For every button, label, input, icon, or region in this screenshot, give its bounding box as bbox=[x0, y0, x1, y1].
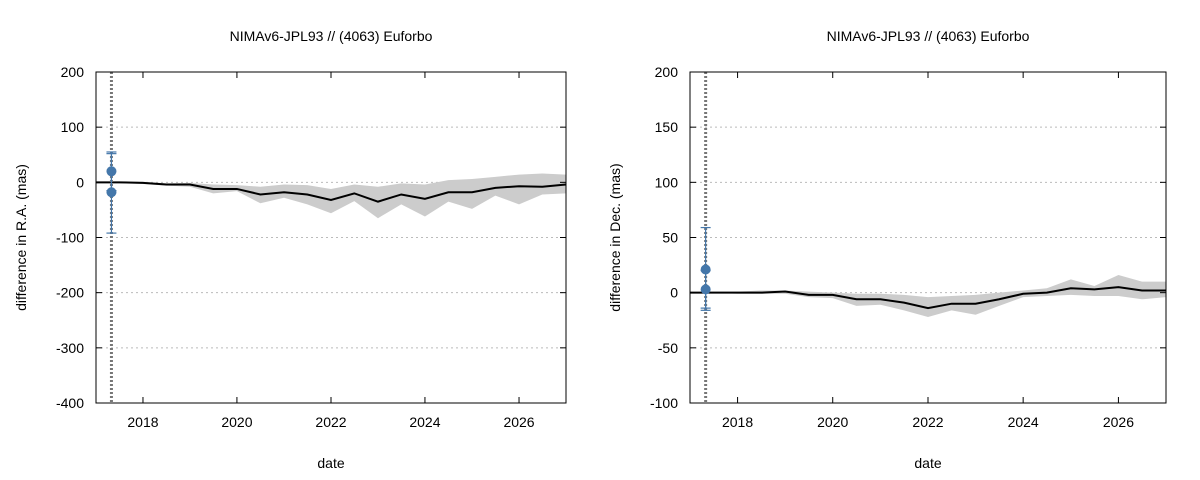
uncertainty-band bbox=[690, 275, 1166, 317]
y-tick-label: -200 bbox=[56, 285, 84, 301]
x-tick-label: 2020 bbox=[817, 414, 848, 430]
y-tick-label: -400 bbox=[56, 395, 84, 411]
chart-title: NIMAv6-JPL93 // (4063) Euforbo bbox=[827, 28, 1030, 44]
observation-point bbox=[700, 264, 711, 275]
y-tick-label: 200 bbox=[655, 64, 679, 80]
x-tick-label: 2024 bbox=[409, 414, 440, 430]
mean-curve bbox=[690, 286, 1166, 310]
x-tick-label: 2024 bbox=[1008, 414, 1039, 430]
y-tick-label: -50 bbox=[658, 340, 678, 356]
x-tick-label: 2018 bbox=[127, 414, 158, 430]
x-tick-label: 2026 bbox=[503, 414, 534, 430]
y-axis-label: difference in R.A. (mas) bbox=[13, 164, 29, 311]
x-tick-label: 2022 bbox=[315, 414, 346, 430]
x-axis-label: date bbox=[914, 455, 941, 471]
observation-point bbox=[106, 187, 117, 198]
y-tick-label: -300 bbox=[56, 340, 84, 356]
y-tick-label: -100 bbox=[650, 395, 678, 411]
y-tick-label: -100 bbox=[56, 230, 84, 246]
x-tick-label: 2026 bbox=[1103, 414, 1134, 430]
plot-area bbox=[690, 72, 1166, 403]
y-tick-label: 200 bbox=[61, 64, 85, 80]
chart-ra: NIMAv6-JPL93 // (4063) Euforbo 200 100 0 -10… bbox=[13, 28, 567, 471]
y-axis-label: difference in Dec. (mas) bbox=[607, 163, 623, 311]
plot-area bbox=[96, 72, 566, 403]
x-tick-label: 2022 bbox=[912, 414, 943, 430]
uncertainty-band bbox=[96, 173, 566, 219]
y-tick-label: 100 bbox=[655, 174, 679, 190]
chart-title: NIMAv6-JPL93 // (4063) Euforbo bbox=[230, 28, 433, 44]
y-tick-label: 100 bbox=[61, 119, 85, 135]
y-tick-label: 150 bbox=[655, 119, 679, 135]
y-tick-label: 50 bbox=[662, 230, 678, 246]
observation-point bbox=[700, 284, 711, 295]
x-tick-label: 2018 bbox=[722, 414, 753, 430]
y-tick-label: 0 bbox=[76, 174, 84, 190]
mean-curve bbox=[96, 181, 566, 203]
x-axis-label: date bbox=[317, 455, 344, 471]
chart-dec: NIMAv6-JPL93 // (4063) Euforbo 200 150 100 5… bbox=[607, 28, 1167, 471]
x-tick-label: 2020 bbox=[221, 414, 252, 430]
y-tick-label: 0 bbox=[670, 285, 678, 301]
